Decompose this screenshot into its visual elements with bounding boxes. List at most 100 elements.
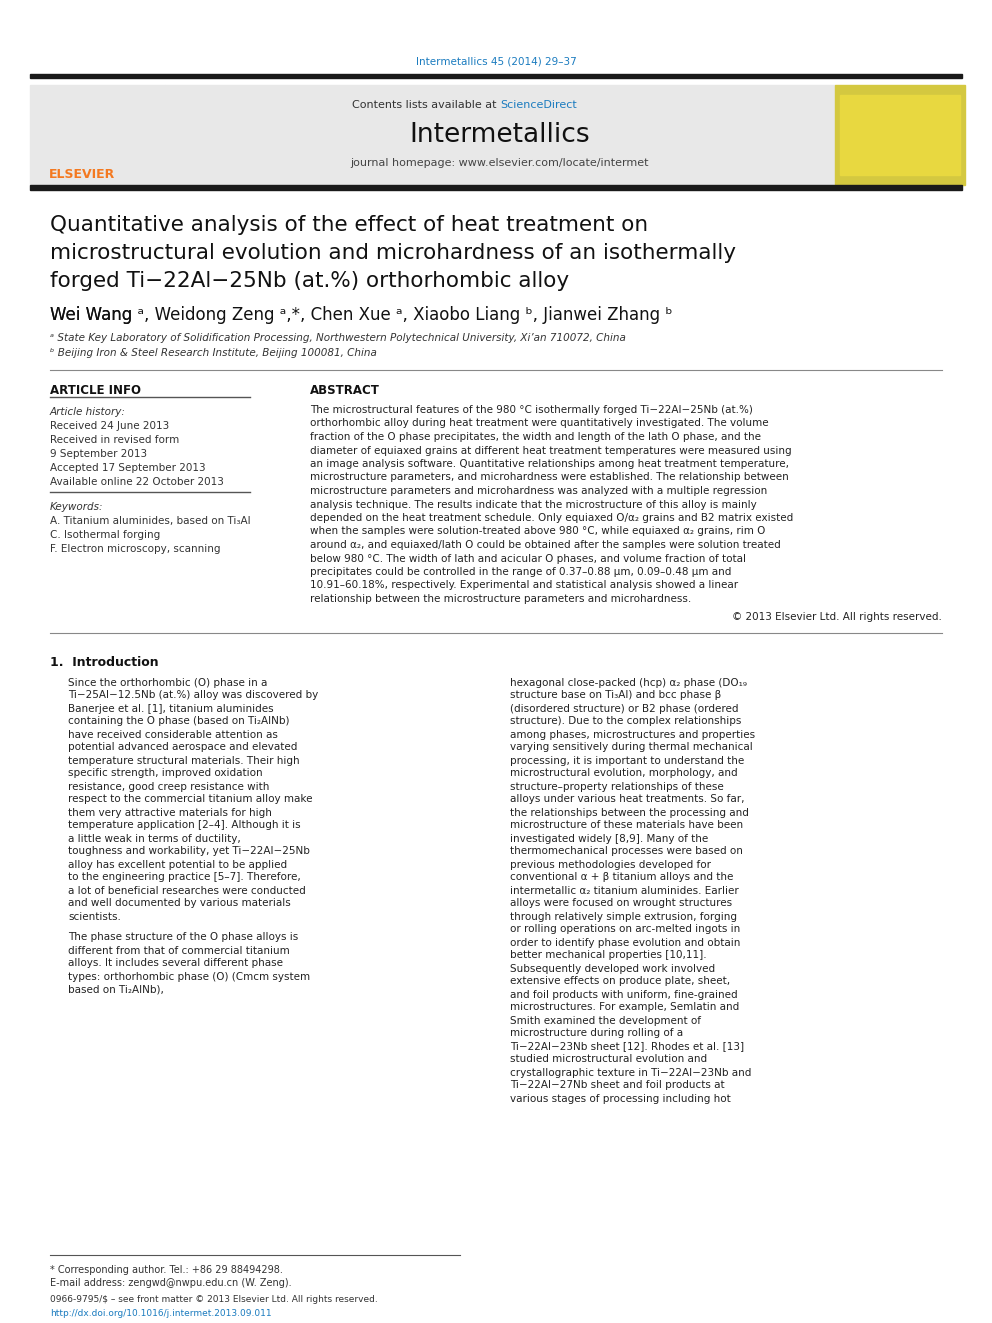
- Text: ᵇ Beijing Iron & Steel Research Institute, Beijing 100081, China: ᵇ Beijing Iron & Steel Research Institut…: [50, 348, 377, 359]
- Text: to the engineering practice [5–7]. Therefore,: to the engineering practice [5–7]. There…: [68, 872, 301, 882]
- Text: forged Ti−22Al−25Nb (at.%) orthorhombic alloy: forged Ti−22Al−25Nb (at.%) orthorhombic …: [50, 271, 569, 291]
- Text: toughness and workability, yet Ti−22Al−25Nb: toughness and workability, yet Ti−22Al−2…: [68, 847, 310, 856]
- Text: A. Titanium aluminides, based on Ti₃Al: A. Titanium aluminides, based on Ti₃Al: [50, 516, 251, 527]
- Text: varying sensitively during thermal mechanical: varying sensitively during thermal mecha…: [510, 742, 753, 753]
- Text: depended on the heat treatment schedule. Only equiaxed O/α₂ grains and B2 matrix: depended on the heat treatment schedule.…: [310, 513, 794, 523]
- Text: alloy has excellent potential to be applied: alloy has excellent potential to be appl…: [68, 860, 287, 869]
- Text: * Corresponding author. Tel.: +86 29 88494298.: * Corresponding author. Tel.: +86 29 884…: [50, 1265, 283, 1275]
- Text: processing, it is important to understand the: processing, it is important to understan…: [510, 755, 744, 766]
- Bar: [30, 85, 165, 185]
- Text: alloys under various heat treatments. So far,: alloys under various heat treatments. So…: [510, 795, 745, 804]
- Text: crystallographic texture in Ti−22Al−23Nb and: crystallographic texture in Ti−22Al−23Nb…: [510, 1068, 751, 1077]
- Text: them very attractive materials for high: them very attractive materials for high: [68, 807, 272, 818]
- Text: respect to the commercial titanium alloy make: respect to the commercial titanium alloy…: [68, 795, 312, 804]
- Text: 0966-9795/$ – see front matter © 2013 Elsevier Ltd. All rights reserved.: 0966-9795/$ – see front matter © 2013 El…: [50, 1295, 378, 1304]
- Text: Intermetallics: Intermetallics: [867, 101, 933, 110]
- Text: ARTICLE INFO: ARTICLE INFO: [50, 384, 141, 397]
- Text: Wei Wang: Wei Wang: [50, 306, 132, 324]
- Bar: [835, 85, 965, 185]
- Text: resistance, good creep resistance with: resistance, good creep resistance with: [68, 782, 270, 791]
- Text: relationship between the microstructure parameters and microhardness.: relationship between the microstructure …: [310, 594, 691, 605]
- Text: ELSEVIER: ELSEVIER: [49, 168, 115, 181]
- Text: Article history:: Article history:: [50, 407, 126, 417]
- Text: Received in revised form: Received in revised form: [50, 435, 180, 445]
- Text: Intermetallics 45 (2014) 29–37: Intermetallics 45 (2014) 29–37: [416, 57, 576, 67]
- Text: http://dx.doi.org/10.1016/j.intermet.2013.09.011: http://dx.doi.org/10.1016/j.intermet.201…: [50, 1308, 272, 1318]
- Text: The microstructural features of the 980 °C isothermally forged Ti−22Al−25Nb (at.: The microstructural features of the 980 …: [310, 405, 753, 415]
- Text: microstructure parameters, and microhardness were established. The relationship : microstructure parameters, and microhard…: [310, 472, 789, 483]
- Text: (disordered structure) or B2 phase (ordered: (disordered structure) or B2 phase (orde…: [510, 704, 738, 713]
- Text: structure base on Ti₃Al) and bcc phase β: structure base on Ti₃Al) and bcc phase β: [510, 691, 721, 700]
- Text: orthorhombic alloy during heat treatment were quantitatively investigated. The v: orthorhombic alloy during heat treatment…: [310, 418, 769, 429]
- Text: and well documented by various materials: and well documented by various materials: [68, 898, 291, 909]
- Text: structure). Due to the complex relationships: structure). Due to the complex relations…: [510, 717, 741, 726]
- Text: Ti−22Al−27Nb sheet and foil products at: Ti−22Al−27Nb sheet and foil products at: [510, 1081, 724, 1090]
- Text: among phases, microstructures and properties: among phases, microstructures and proper…: [510, 729, 755, 740]
- Text: based on Ti₂AlNb),: based on Ti₂AlNb),: [68, 984, 164, 995]
- Text: precipitates could be controlled in the range of 0.37–0.88 μm, 0.09–0.48 μm and: precipitates could be controlled in the …: [310, 568, 731, 577]
- Text: various stages of processing including hot: various stages of processing including h…: [510, 1094, 731, 1103]
- Text: investigated widely [8,9]. Many of the: investigated widely [8,9]. Many of the: [510, 833, 708, 844]
- Text: intermetallic α₂ titanium aluminides. Earlier: intermetallic α₂ titanium aluminides. Ea…: [510, 885, 739, 896]
- Text: order to identify phase evolution and obtain: order to identify phase evolution and ob…: [510, 938, 740, 947]
- Text: journal homepage: www.elsevier.com/locate/intermet: journal homepage: www.elsevier.com/locat…: [351, 157, 649, 168]
- Text: microstructures. For example, Semlatin and: microstructures. For example, Semlatin a…: [510, 1003, 739, 1012]
- Text: Since the orthorhombic (O) phase in a: Since the orthorhombic (O) phase in a: [68, 677, 268, 688]
- Text: Contents lists available at: Contents lists available at: [352, 101, 500, 110]
- Text: thermomechanical processes were based on: thermomechanical processes were based on: [510, 847, 743, 856]
- Text: alloys were focused on wrought structures: alloys were focused on wrought structure…: [510, 898, 732, 909]
- Text: hexagonal close-packed (hcp) α₂ phase (DO₁₉: hexagonal close-packed (hcp) α₂ phase (D…: [510, 677, 747, 688]
- Bar: [30, 74, 962, 78]
- Text: the relationships between the processing and: the relationships between the processing…: [510, 807, 749, 818]
- Text: a little weak in terms of ductility,: a little weak in terms of ductility,: [68, 833, 241, 844]
- Text: through relatively simple extrusion, forging: through relatively simple extrusion, for…: [510, 912, 737, 922]
- Bar: [165, 85, 835, 185]
- Text: Ti−22Al−23Nb sheet [12]. Rhodes et al. [13]: Ti−22Al−23Nb sheet [12]. Rhodes et al. […: [510, 1041, 744, 1052]
- Text: structure–property relationships of these: structure–property relationships of thes…: [510, 782, 724, 791]
- Text: better mechanical properties [10,11].: better mechanical properties [10,11].: [510, 950, 706, 960]
- Text: or rolling operations on arc-melted ingots in: or rolling operations on arc-melted ingo…: [510, 925, 740, 934]
- Text: below 980 °C. The width of lath and acicular O phases, and volume fraction of to: below 980 °C. The width of lath and acic…: [310, 553, 746, 564]
- Text: and foil products with uniform, fine-grained: and foil products with uniform, fine-gra…: [510, 990, 738, 999]
- Text: E-mail address: zengwd@nwpu.edu.cn (W. Zeng).: E-mail address: zengwd@nwpu.edu.cn (W. Z…: [50, 1278, 292, 1289]
- Text: scientists.: scientists.: [68, 912, 121, 922]
- Text: diameter of equiaxed grains at different heat treatment temperatures were measur: diameter of equiaxed grains at different…: [310, 446, 792, 455]
- Text: The phase structure of the O phase alloys is: The phase structure of the O phase alloy…: [68, 933, 299, 942]
- Text: alloys. It includes several different phase: alloys. It includes several different ph…: [68, 958, 283, 968]
- Text: temperature structural materials. Their high: temperature structural materials. Their …: [68, 755, 300, 766]
- Bar: [840, 95, 960, 175]
- Text: Banerjee et al. [1], titanium aluminides: Banerjee et al. [1], titanium aluminides: [68, 704, 274, 713]
- Text: Received 24 June 2013: Received 24 June 2013: [50, 421, 170, 431]
- Text: Quantitative analysis of the effect of heat treatment on: Quantitative analysis of the effect of h…: [50, 216, 648, 235]
- Text: ABSTRACT: ABSTRACT: [310, 384, 380, 397]
- Text: around α₂, and equiaxed/lath O could be obtained after the samples were solution: around α₂, and equiaxed/lath O could be …: [310, 540, 781, 550]
- Bar: [30, 185, 962, 191]
- Text: specific strength, improved oxidation: specific strength, improved oxidation: [68, 769, 263, 778]
- Text: ᵃ State Key Laboratory of Solidification Processing, Northwestern Polytechnical : ᵃ State Key Laboratory of Solidification…: [50, 333, 626, 343]
- Text: conventional α + β titanium alloys and the: conventional α + β titanium alloys and t…: [510, 872, 733, 882]
- Text: Intermetallics: Intermetallics: [410, 122, 590, 148]
- Text: studied microstructural evolution and: studied microstructural evolution and: [510, 1054, 707, 1065]
- Text: 9 September 2013: 9 September 2013: [50, 448, 147, 459]
- Text: fraction of the O phase precipitates, the width and length of the lath O phase, : fraction of the O phase precipitates, th…: [310, 433, 761, 442]
- Text: microstructural evolution, morphology, and: microstructural evolution, morphology, a…: [510, 769, 738, 778]
- Text: © 2013 Elsevier Ltd. All rights reserved.: © 2013 Elsevier Ltd. All rights reserved…: [732, 613, 942, 623]
- Text: 10.91–60.18%, respectively. Experimental and statistical analysis showed a linea: 10.91–60.18%, respectively. Experimental…: [310, 581, 738, 590]
- Text: Wei Wang ᵃ, Weidong Zeng ᵃ,*, Chen Xue ᵃ, Xiaobo Liang ᵇ, Jianwei Zhang ᵇ: Wei Wang ᵃ, Weidong Zeng ᵃ,*, Chen Xue ᵃ…: [50, 306, 673, 324]
- Text: Smith examined the development of: Smith examined the development of: [510, 1016, 701, 1025]
- Text: analysis technique. The results indicate that the microstructure of this alloy i: analysis technique. The results indicate…: [310, 500, 757, 509]
- Text: a lot of beneficial researches were conducted: a lot of beneficial researches were cond…: [68, 885, 306, 896]
- Text: Available online 22 October 2013: Available online 22 October 2013: [50, 478, 224, 487]
- Text: potential advanced aerospace and elevated: potential advanced aerospace and elevate…: [68, 742, 298, 753]
- Text: Keywords:: Keywords:: [50, 501, 103, 512]
- Text: different from that of commercial titanium: different from that of commercial titani…: [68, 946, 290, 955]
- Text: microstructure during rolling of a: microstructure during rolling of a: [510, 1028, 683, 1039]
- Text: microstructure parameters and microhardness was analyzed with a multiple regress: microstructure parameters and microhardn…: [310, 486, 767, 496]
- Text: temperature application [2–4]. Although it is: temperature application [2–4]. Although …: [68, 820, 301, 831]
- Text: C. Isothermal forging: C. Isothermal forging: [50, 531, 161, 540]
- Text: containing the O phase (based on Ti₂AlNb): containing the O phase (based on Ti₂AlNb…: [68, 717, 290, 726]
- Text: extensive effects on produce plate, sheet,: extensive effects on produce plate, shee…: [510, 976, 730, 987]
- Text: types: orthorhombic phase (O) (Cmcm system: types: orthorhombic phase (O) (Cmcm syst…: [68, 971, 310, 982]
- Text: microstructural evolution and microhardness of an isothermally: microstructural evolution and microhardn…: [50, 243, 736, 263]
- Text: 1.  Introduction: 1. Introduction: [50, 656, 159, 669]
